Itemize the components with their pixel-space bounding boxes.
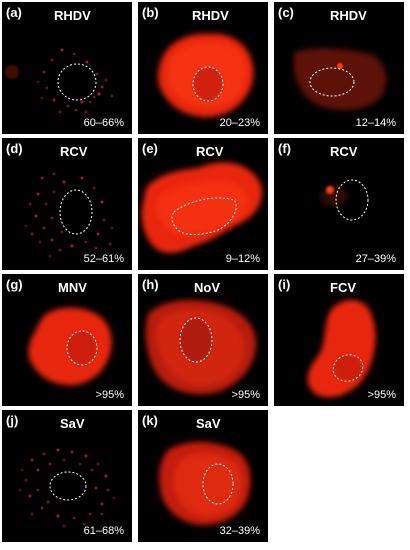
virus-name: FCV (330, 280, 356, 295)
micrograph-h (145, 300, 257, 395)
panel-c: (c) RHDV 12–14% (274, 2, 404, 134)
panel-a: (a) RHDV 60–66% (2, 2, 132, 134)
panel-b: (b) RHDV 20–23% (138, 2, 268, 134)
panel-i: (i) FCV >95% (274, 274, 404, 406)
percentage-label: 12–14% (355, 117, 396, 129)
micrograph-g (28, 307, 112, 386)
micrograph-j (19, 448, 115, 527)
virus-name: RHDV (330, 8, 367, 23)
panel-label: (f) (278, 141, 291, 156)
micrograph-e (141, 162, 263, 253)
panel-k: (k) SaV 32–39% (138, 410, 268, 542)
percentage-label: 61–68% (83, 525, 124, 537)
percentage-label: 20–23% (219, 117, 260, 129)
micrograph-i (307, 300, 376, 398)
virus-name: SaV (196, 416, 221, 431)
panel-f: (f) RCV 27–39% (274, 138, 404, 270)
percentage-label: 9–12% (225, 253, 260, 265)
virus-name: RCV (60, 144, 88, 159)
panel-label: (a) (6, 5, 22, 20)
virus-name: RCV (330, 144, 358, 159)
panel-label: (e) (142, 141, 158, 156)
virus-name: RHDV (192, 8, 229, 23)
panel-label: (k) (142, 413, 158, 428)
panel-label: (g) (6, 277, 23, 292)
micrograph-k (159, 441, 251, 526)
virus-name: NoV (194, 280, 220, 295)
micrograph-f (320, 179, 369, 221)
panel-d: (d) RCV 52–61% (2, 138, 132, 270)
percentage-label: >95% (231, 389, 260, 401)
panel-label: (j) (6, 413, 19, 428)
panel-label: (h) (142, 277, 159, 292)
panel-label: (i) (278, 277, 291, 292)
micrograph-c (294, 48, 386, 111)
virus-name: RHDV (54, 8, 91, 23)
virus-name: SaV (60, 416, 85, 431)
percentage-label: 52–61% (83, 253, 124, 265)
panel-label: (b) (142, 5, 159, 20)
percentage-label: >95% (95, 389, 124, 401)
panel-g: (g) MNV >95% (2, 274, 132, 406)
micrograph-d (25, 173, 113, 257)
micrograph-b (158, 33, 254, 118)
percentage-label: 60–66% (83, 117, 124, 129)
panel-label: (d) (6, 141, 23, 156)
micrograph-a (5, 48, 113, 113)
percentage-label: 27–39% (355, 253, 396, 265)
percentage-label: >95% (367, 389, 396, 401)
percentage-label: 32–39% (219, 525, 260, 537)
virus-name: MNV (58, 280, 87, 295)
panel-h: (h) NoV >95% (138, 274, 268, 406)
panel-e: (e) RCV 9–12% (138, 138, 268, 270)
panel-label: (c) (278, 5, 294, 20)
virus-name: RCV (196, 144, 224, 159)
panel-j: (j) SaV 61–68% (2, 410, 132, 542)
